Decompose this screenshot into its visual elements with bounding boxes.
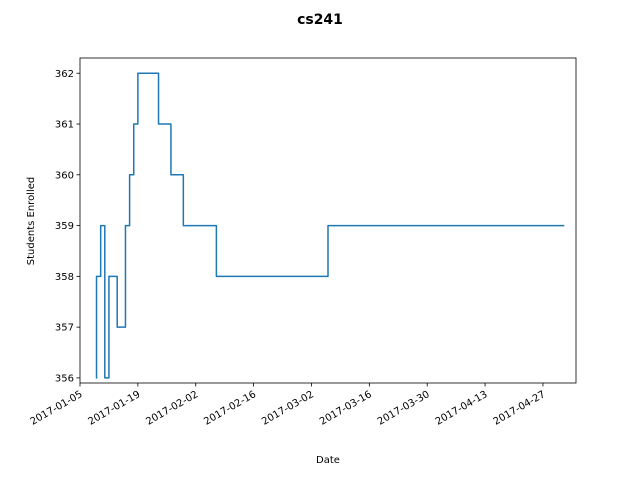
y-tick-label: 362	[55, 69, 74, 80]
x-tick-label: 2017-04-13	[434, 389, 490, 428]
y-tick-label: 359	[55, 221, 74, 232]
axes-frame	[79, 57, 577, 384]
y-tick-label: 357	[55, 323, 74, 334]
x-tick-label: 2017-02-02	[144, 389, 200, 428]
chart-title: cs241	[297, 12, 343, 28]
x-tick-label: 2017-01-19	[87, 389, 143, 428]
x-tick-label: 2017-02-16	[202, 389, 258, 428]
x-tick-label: 2017-04-27	[492, 389, 548, 428]
y-tick-label: 360	[55, 170, 74, 181]
y-axis: 356 357 358 359 360 361 362	[55, 69, 80, 385]
y-tick-label: 356	[55, 374, 74, 385]
y-tick-label: 358	[55, 272, 74, 283]
x-tick-label: 2017-03-16	[318, 389, 374, 428]
y-axis-label: Students Enrolled	[26, 177, 37, 265]
x-tick-label: 2017-03-02	[260, 389, 316, 428]
x-tick-label: 2017-01-05	[29, 389, 85, 428]
x-axis-label: Date	[316, 455, 340, 466]
series-line-0	[95, 72, 565, 379]
x-tick-label: 2017-03-30	[376, 389, 432, 428]
x-axis: 2017-01-05 2017-01-19 2017-02-02 2017-02-16…	[29, 383, 548, 428]
y-tick-label: 361	[55, 120, 74, 131]
plot-area	[79, 57, 577, 384]
